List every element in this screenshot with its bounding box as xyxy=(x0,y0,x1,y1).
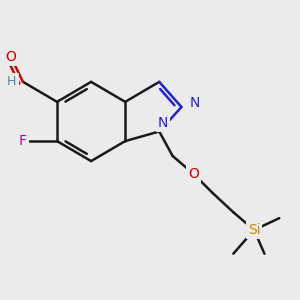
Text: O: O xyxy=(6,50,16,64)
Text: F: F xyxy=(19,134,27,148)
Text: N: N xyxy=(158,116,168,130)
Text: O: O xyxy=(188,167,199,181)
Text: Si: Si xyxy=(248,223,260,237)
Text: H: H xyxy=(7,75,16,88)
Text: N: N xyxy=(190,96,200,110)
